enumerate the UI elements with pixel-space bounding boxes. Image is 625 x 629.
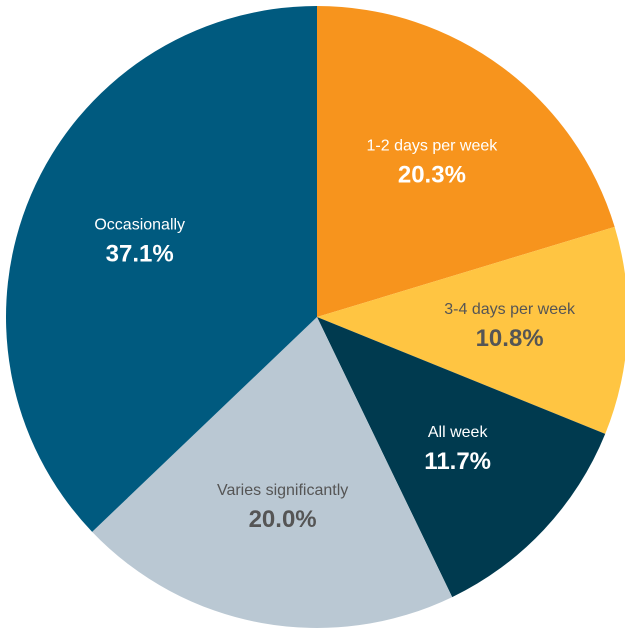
slice-name: 1-2 days per week: [367, 137, 499, 154]
slice-name: All week: [428, 424, 489, 441]
pie-slice: [317, 226, 625, 434]
pie-slice: [92, 317, 453, 628]
slice-name: 3-4 days per week: [444, 301, 576, 318]
slice-name: Occasionally: [94, 216, 185, 233]
pie-slice: [317, 6, 615, 317]
slice-value-label: 20.0%: [249, 506, 317, 533]
slice-value-label: 20.3%: [398, 161, 466, 188]
pie-slice: [6, 6, 318, 532]
slice-name: Varies significantly: [217, 482, 348, 499]
slice-value-label: 10.8%: [476, 325, 544, 352]
slice-value-label: 37.1%: [106, 241, 174, 268]
slice-value-label: 11.7%: [424, 448, 491, 475]
pie-slice: [317, 317, 606, 598]
